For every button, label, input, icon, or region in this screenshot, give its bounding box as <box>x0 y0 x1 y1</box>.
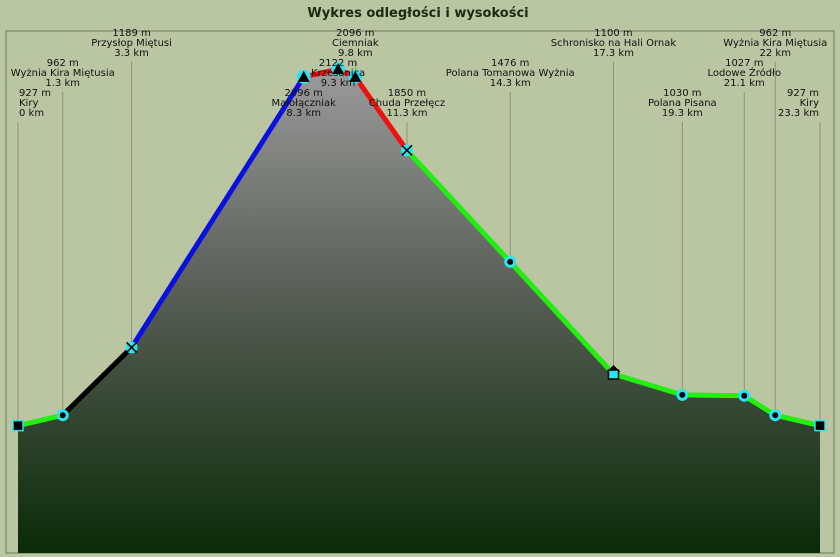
peak-marker <box>348 69 363 84</box>
route-segment <box>741 393 778 418</box>
route-segment <box>352 74 410 153</box>
route-segment <box>507 259 616 377</box>
circle-marker <box>738 389 751 402</box>
waypoint-label: 962 m Wyżnia Kira Miętusia 1.3 km <box>11 58 115 89</box>
waypoint-label: 2096 m Ciemniak 9.8 km <box>332 28 379 59</box>
route-segment <box>610 371 685 398</box>
waypoint-label: 927 m Kiry 23.3 km <box>778 88 819 119</box>
waypoint-label: 1850 m Chuda Przełęcz 11.3 km <box>369 88 445 119</box>
chart-title: Wykres odległości i wysokości <box>307 6 528 21</box>
cross-marker <box>400 144 413 157</box>
circle-marker <box>504 255 517 268</box>
square-marker <box>814 419 826 432</box>
circle-marker <box>769 409 782 422</box>
waypoint-label: 1030 m Polana Pisana 19.3 km <box>648 88 717 119</box>
waypoint-label: 1476 m Polana Tomanowa Wyżnia 14.3 km <box>446 58 575 89</box>
route-segment <box>679 392 747 399</box>
route-segment <box>129 74 307 350</box>
waypoint-label: 2096 m Małołączniak 8.3 km <box>271 88 336 119</box>
elevation-area <box>18 69 820 553</box>
peak-marker <box>331 62 346 77</box>
route-segment <box>60 344 135 418</box>
hut-marker <box>606 365 621 380</box>
waypoint-label: 1189 m Przysłop Miętusi 3.3 km <box>91 28 172 59</box>
route-segment <box>772 412 823 429</box>
waypoint-markers <box>12 62 826 432</box>
circle-marker <box>676 388 689 401</box>
peak-marker <box>296 69 311 84</box>
waypoint-label: 2122 m Krzesanica 9.3 km <box>311 58 365 89</box>
route-segment <box>15 412 66 429</box>
waypoint-label: 962 m Wyżnia Kira Miętusia 22 km <box>723 28 827 59</box>
waypoint-label: 1100 m Schronisko na Hali Ornak 17.3 km <box>551 28 677 59</box>
waypoint-label: 1027 m Lodowe Źródło 21.1 km <box>707 58 781 89</box>
cross-marker <box>125 341 138 354</box>
route-segment <box>404 147 513 265</box>
square-marker <box>12 419 24 432</box>
circle-marker <box>56 409 69 422</box>
waypoint-label: 927 m Kiry 0 km <box>19 88 51 119</box>
